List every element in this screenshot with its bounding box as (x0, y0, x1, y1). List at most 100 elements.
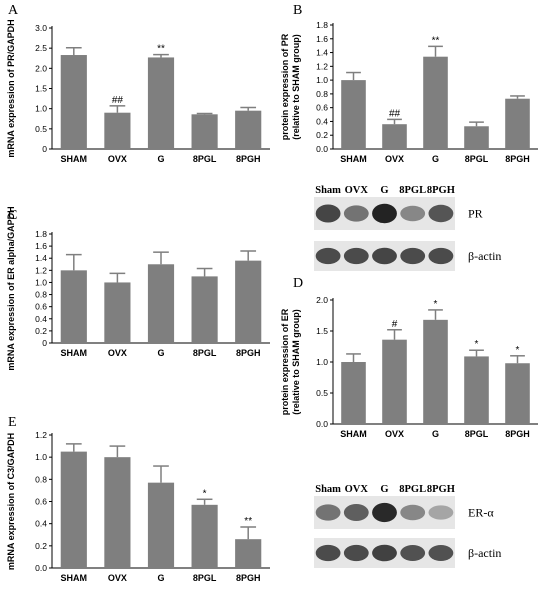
blot-lane-label: Sham (315, 484, 341, 495)
panel-letter: B (293, 3, 302, 18)
blot-lane-label: G (380, 484, 388, 495)
panel-letter: A (8, 3, 19, 18)
y-tick-label: 1.4 (35, 253, 47, 263)
y-tick-label: 1.0 (316, 75, 328, 85)
significance-label: ** (244, 516, 252, 527)
blot-protein-label: PR (468, 207, 483, 221)
y-axis-label: mRNA expression of PR/GAPDH (6, 19, 16, 157)
bar-8pgh (235, 539, 262, 568)
bar-ovx (104, 457, 131, 568)
y-axis-label: mRNA expression of C3/GAPDH (6, 433, 16, 570)
y-tick-label: 1.5 (35, 84, 47, 94)
y-tick-label: 0.0 (35, 563, 47, 573)
y-tick-label: 0.0 (316, 419, 328, 429)
chart-panel-e: E 0.0 0.2 0.4 0.6 0.8 1.0 1.2 mRNA expression of… (6, 415, 270, 583)
category-label: G (432, 429, 439, 439)
category-label: 8PGH (236, 573, 261, 583)
y-tick-label: 1.6 (35, 241, 47, 251)
y-tick-label: 1.2 (35, 265, 47, 275)
significance-label: ## (112, 95, 124, 106)
significance-label: * (203, 488, 207, 499)
category-label: OVX (108, 573, 127, 583)
bar-8pgh (235, 260, 262, 343)
blot-band (400, 504, 426, 521)
blot-band (428, 247, 454, 265)
y-tick-label: 1.2 (316, 61, 328, 71)
y-tick-label: 0.2 (35, 326, 47, 336)
bar-ovx (104, 282, 131, 343)
category-label: SHAM (61, 573, 88, 583)
chart-panel-d: D 0.0 0.5 1.0 1.5 2.0 protein expression of ER… (280, 276, 538, 439)
bar-sham (341, 80, 366, 149)
significance-label: ** (157, 44, 165, 55)
blot-band (372, 502, 397, 523)
significance-label: # (392, 319, 398, 330)
y-tick-label: 0.4 (316, 116, 328, 126)
blot-band (315, 504, 341, 521)
y-tick-label: 0.2 (35, 541, 47, 551)
blot-band (372, 247, 397, 265)
y-tick-label: 1.5 (316, 326, 328, 336)
bar-8pgl (191, 276, 218, 343)
y-tick-label: 0.6 (35, 302, 47, 312)
blot-protein-label: ER-α (468, 506, 494, 520)
bar-g (423, 319, 448, 424)
chart-panel-c: C 0 0.2 0.4 0.6 0.8 1.0 1.2 1.4 1.6 1.8 mRNA expres… (6, 206, 270, 371)
category-label: OVX (385, 154, 404, 164)
blot-band (315, 544, 341, 562)
blot-band (372, 544, 397, 562)
category-label: G (157, 348, 164, 358)
bar-sham (60, 270, 87, 343)
y-tick-label: 0.8 (35, 290, 47, 300)
y-tick-label: 1.4 (316, 48, 328, 58)
significance-label: ## (389, 108, 401, 119)
y-tick-label: 0 (42, 338, 47, 348)
y-tick-label: 1.2 (35, 430, 47, 440)
significance-label: * (516, 345, 520, 356)
y-tick-label: 0.4 (35, 314, 47, 324)
panel-letter: E (8, 415, 17, 430)
significance-label: * (475, 339, 479, 350)
category-label: OVX (108, 348, 127, 358)
y-tick-label: 1.6 (316, 34, 328, 44)
y-tick-label: 0.8 (316, 89, 328, 99)
bar-8pgl (464, 356, 489, 424)
category-label: SHAM (340, 429, 367, 439)
bar-g (147, 482, 175, 568)
blot-lane-label: 8PGL (399, 484, 426, 495)
category-label: SHAM (340, 154, 367, 164)
bar-sham (60, 55, 87, 150)
blot-protein-label: β-actin (468, 546, 501, 560)
y-tick-label: 1.0 (35, 277, 47, 287)
category-label: G (157, 154, 164, 164)
y-axis-label: protein expression of ER (280, 308, 290, 415)
blot-lane-label: 8PGL (399, 185, 426, 196)
panel-letter: D (293, 276, 303, 291)
category-label: SHAM (61, 348, 88, 358)
panel-letter: C (8, 208, 17, 223)
y-tick-label: 1.8 (316, 20, 328, 30)
blot-lane-label: G (380, 185, 388, 196)
significance-label: * (434, 299, 438, 310)
blot-band (400, 545, 426, 561)
y-axis-label: mRNA expression of ER alpha/GAPDH (6, 206, 16, 370)
blot-lane-label: OVX (345, 484, 369, 495)
y-tick-label: 1.0 (35, 452, 47, 462)
bar-sham (60, 451, 87, 568)
blot-band (343, 205, 369, 222)
y-tick-label: 1.0 (35, 104, 47, 114)
bar-g (147, 264, 175, 343)
y-tick-label: 0.6 (316, 103, 328, 113)
bar-8pgl (191, 504, 218, 568)
blot-band (428, 505, 454, 520)
blot-band (400, 247, 426, 265)
blot-lane-label: Sham (315, 185, 341, 196)
blot-band (343, 544, 369, 562)
y-tick-label: 0.5 (316, 388, 328, 398)
y-tick-label: 0.2 (316, 130, 328, 140)
y-tick-label: 1.8 (35, 229, 47, 239)
charts-layer: A 0 0.5 1.0 1.5 2.0 2.5 3.0 mRNA expression of P… (6, 3, 538, 583)
y-tick-label: 0.5 (35, 124, 47, 134)
category-label: OVX (385, 429, 404, 439)
